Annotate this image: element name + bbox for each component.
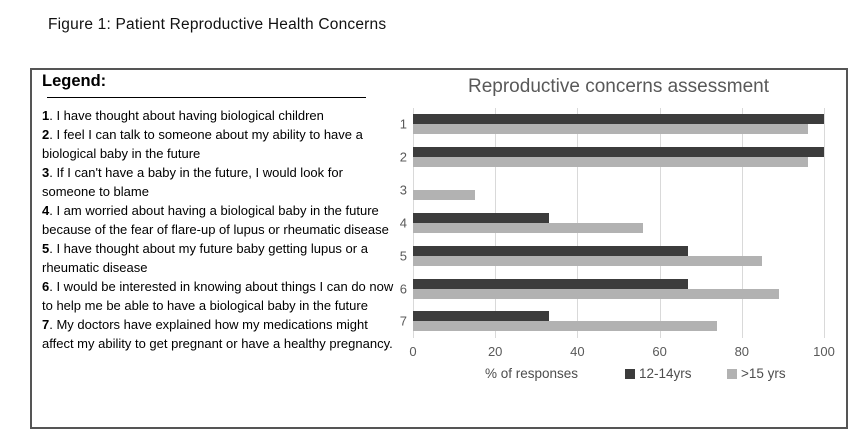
bar-cat4-series2: [413, 222, 644, 233]
legend-underline: [47, 97, 366, 98]
bar-cat5-series2: [413, 255, 763, 266]
x-tick-label-40: 40: [570, 344, 585, 359]
series1-label: 12-14yrs: [639, 366, 692, 381]
legend-item-6: 6. I would be interested in knowing abou…: [42, 279, 394, 313]
gridline-60: [659, 108, 661, 338]
bar-group-1: 1: [400, 108, 824, 141]
x-axis-label: % of responses: [485, 366, 579, 381]
x-axis-ticks: 0 20 40 60 80 100: [409, 344, 834, 360]
bar-group-5: 5: [400, 239, 824, 272]
legend-item-5: 5. I have thought about my future baby g…: [42, 241, 368, 275]
series1-swatch-icon: [625, 368, 635, 379]
legend-item-7: 7. My doctors have explained how my medi…: [42, 317, 393, 351]
chart-footer: % of responses 12-14yrs >15 yrs: [413, 366, 824, 386]
bar-cat7-series1: [413, 311, 549, 322]
bar-cat1-series1: [413, 114, 824, 125]
bar-cat2-series1: [413, 147, 824, 158]
bar-group-4: 4: [400, 207, 824, 240]
legend-item-4: 4. I am worried about having a biologica…: [42, 203, 389, 237]
bar-cat5-series1: [413, 245, 689, 256]
category-label-1: 1: [399, 116, 407, 132]
legend-item-1: 1. I have thought about having biologica…: [42, 108, 324, 123]
series2-label: >15 yrs: [741, 366, 786, 381]
bar-cat1-series2: [413, 124, 808, 135]
series-legend-gt15yrs: >15 yrs: [727, 366, 786, 381]
bar-cat2-series2: [413, 157, 808, 168]
category-label-7: 7: [399, 313, 407, 329]
figure-title: Figure 1: Patient Reproductive Health Co…: [48, 16, 387, 33]
x-tick-label-20: 20: [487, 344, 503, 359]
x-tick-label-80: 80: [734, 344, 750, 359]
bar-cat6-series2: [413, 288, 779, 299]
category-label-6: 6: [399, 281, 407, 297]
bar-group-6: 6: [400, 272, 824, 305]
x-tick-label-0: 0: [409, 344, 417, 359]
legend-item-3: 3. If I can't have a baby in the future,…: [42, 165, 343, 199]
category-label-5: 5: [399, 248, 407, 264]
bar-cat3-series2: [413, 190, 475, 201]
gridline-80: [741, 108, 743, 338]
legend-items: 1. I have thought about having biologica…: [42, 106, 397, 353]
bar-group-7: 7: [400, 305, 824, 338]
chart-title: Reproductive concerns assessment: [468, 76, 769, 97]
legend-heading: Legend:: [42, 72, 107, 90]
bar-cat4-series1: [413, 212, 549, 223]
x-tick-label-60: 60: [652, 344, 667, 359]
bar-cat6-series1: [413, 278, 689, 289]
category-label-2: 2: [399, 149, 407, 165]
bar-cat7-series2: [413, 321, 718, 332]
series-legend-12-14yrs: 12-14yrs: [625, 366, 692, 381]
category-label-4: 4: [399, 215, 407, 231]
plot-area: 1 2 3 4 5 6 7: [400, 108, 825, 338]
gridline-100: [824, 108, 825, 338]
category-label-3: 3: [399, 182, 407, 198]
bar-rows: 1 2 3 4 5 6 7: [400, 108, 824, 338]
bar-group-3: 3: [400, 174, 824, 207]
x-tick-label-100: 100: [813, 344, 835, 359]
bar-group-2: 2: [400, 141, 824, 174]
legend-item-2: 2. I feel I can talk to someone about my…: [42, 127, 363, 161]
content-panel: Legend: 1. I have thought about having b…: [30, 68, 848, 429]
series2-swatch-icon: [727, 368, 737, 379]
